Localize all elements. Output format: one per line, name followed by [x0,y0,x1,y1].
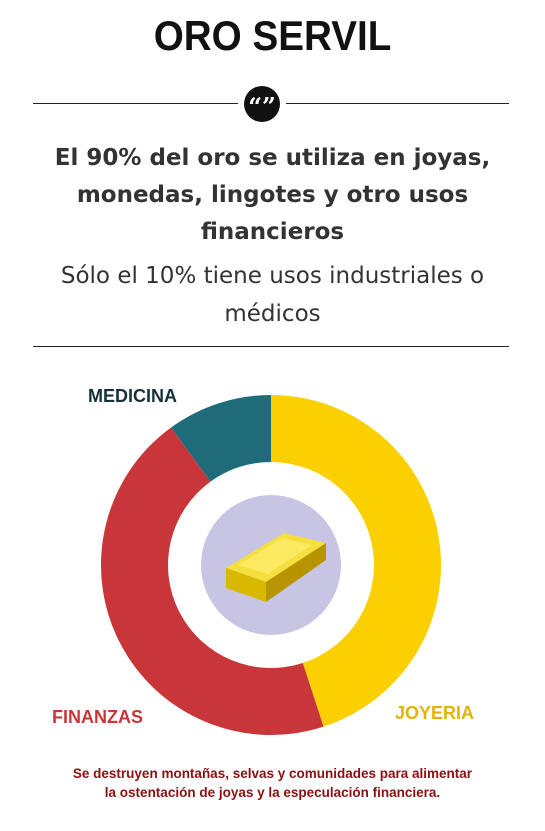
bottom-divider [33,346,509,347]
slice-label-joyeria: JOYERIA [395,703,475,723]
top-divider-right [286,103,509,104]
quote-icon: “” [244,86,280,122]
headline-line-3: financieros [200,219,345,245]
headline-line-2: monedas, lingotes y otro usos [76,182,469,208]
slice-finanzas [100,427,324,736]
subline-line-2: médicos [224,301,321,327]
headline: El 90% del oro se utiliza en joyas, mone… [20,140,525,251]
slice-medicina [171,395,271,482]
slice-label-finanzas: FINANZAS [52,707,143,727]
subline-line-1: Sólo el 10% tiene usos industriales o [60,263,485,289]
slice-label-medicina: MEDICINA [88,386,177,406]
subline: Sólo el 10% tiene usos industriales o mé… [10,257,535,333]
donut-chart [100,395,442,736]
caption: Se destruyen montañas, selvas y comunida… [20,764,525,802]
caption-line-2: la ostentación de joyas y la especulació… [104,785,441,800]
caption-line-1: Se destruyen montañas, selvas y comunida… [72,766,473,781]
gold-bar-icon [226,533,326,602]
headline-line-1: El 90% del oro se utiliza en joyas, [54,145,491,171]
top-divider-left [33,103,238,104]
slice-joyeria [271,395,442,727]
page-title: ORO SERVIL [153,12,392,59]
